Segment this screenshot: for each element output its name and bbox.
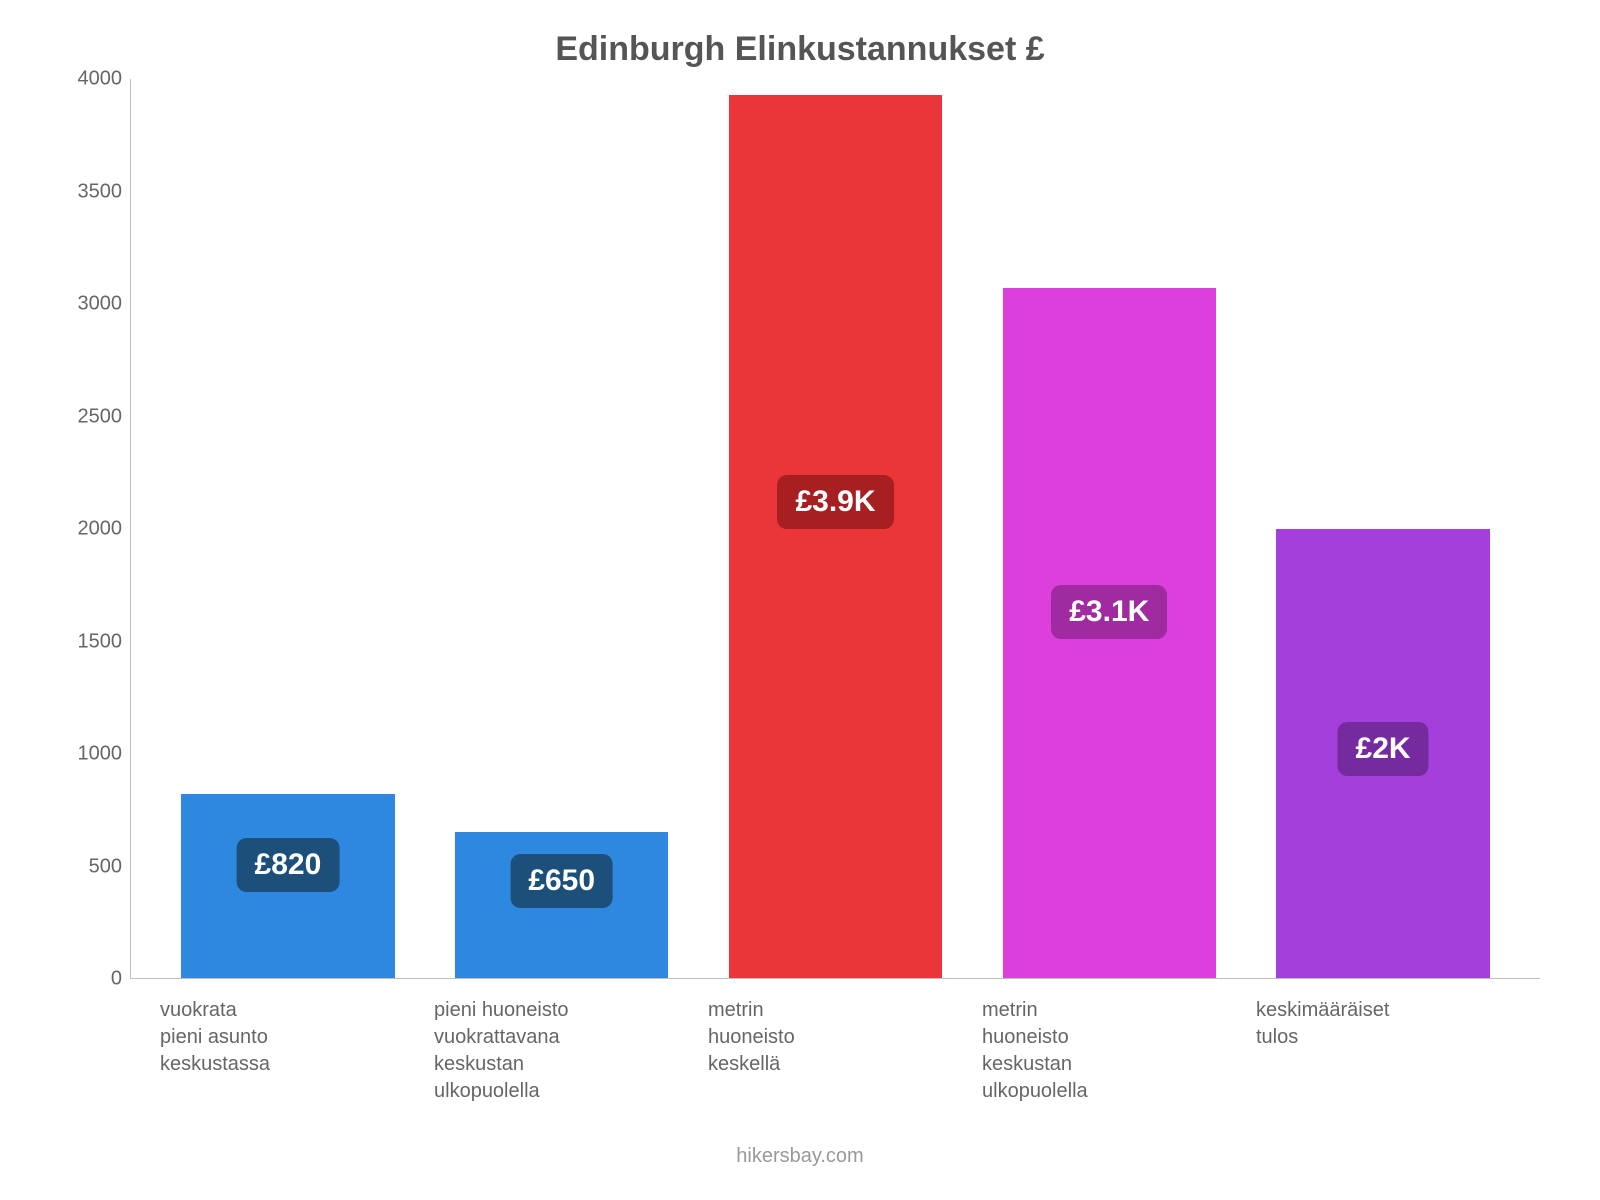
- x-label: pieni huoneistovuokrattavanakeskustanulk…: [424, 979, 698, 1105]
- bar-slot: £3.9K: [699, 79, 973, 978]
- x-label: metrinhuoneistokeskustanulkopuolella: [972, 979, 1246, 1105]
- x-label: metrinhuoneistokeskellä: [698, 979, 972, 1105]
- y-tick-label: 2000: [62, 518, 122, 541]
- y-tick-label: 1500: [62, 630, 122, 653]
- value-badge: £820: [237, 838, 340, 892]
- bar: £820: [181, 794, 395, 978]
- y-tick-label: 2500: [62, 405, 122, 428]
- y-tick-label: 3500: [62, 180, 122, 203]
- x-label: keskimääräisettulos: [1246, 979, 1520, 1105]
- bar: £2K: [1276, 529, 1490, 979]
- y-tick-label: 1000: [62, 743, 122, 766]
- bar-slot: £3.1K: [972, 79, 1246, 978]
- plot-row: 05001000150020002500300035004000 £820£65…: [60, 79, 1540, 979]
- title-rest: Elinkustannukset £: [725, 30, 1044, 68]
- y-axis: 05001000150020002500300035004000: [60, 79, 130, 979]
- value-badge: £2K: [1338, 722, 1429, 776]
- bar: £3.9K: [729, 95, 943, 978]
- bar: £3.1K: [1003, 288, 1217, 978]
- y-tick-label: 3000: [62, 293, 122, 316]
- bar: £650: [455, 832, 669, 978]
- value-badge: £3.1K: [1051, 585, 1167, 639]
- value-badge: £3.9K: [777, 475, 893, 529]
- bar-slot: £820: [151, 79, 425, 978]
- credit-text: hikersbay.com: [60, 1145, 1540, 1168]
- y-tick-label: 4000: [62, 68, 122, 91]
- bar-slot: £650: [425, 79, 699, 978]
- bar-slot: £2K: [1246, 79, 1520, 978]
- plot-area: £820 £650 £3.9K £3.1K £2K: [130, 79, 1540, 979]
- chart-title: Edinburgh Elinkustannukset £: [60, 30, 1540, 69]
- x-axis: vuokratapieni asuntokeskustassapieni huo…: [130, 979, 1540, 1105]
- y-tick-label: 500: [62, 855, 122, 878]
- x-label: vuokratapieni asuntokeskustassa: [150, 979, 424, 1105]
- y-tick-label: 0: [62, 968, 122, 991]
- chart-container: Edinburgh Elinkustannukset £ 0 500 1000 150…: [0, 0, 1600, 1200]
- title-location: Edinburgh: [555, 30, 725, 68]
- value-badge: £650: [510, 854, 613, 908]
- bars-group: £820 £650 £3.9K £3.1K £2K: [131, 79, 1540, 978]
